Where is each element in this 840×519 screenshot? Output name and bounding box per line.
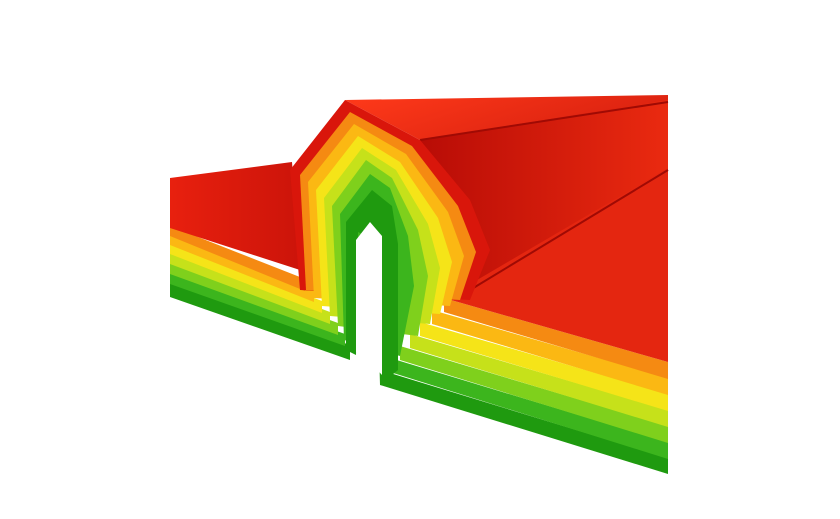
- stripe-dark-green-right: [380, 370, 668, 474]
- red-fold-line-1: [419, 101, 669, 141]
- stripe-light-green-left: [170, 262, 338, 335]
- stripe-light-green-right: [400, 346, 668, 443]
- stripe-green-left: [170, 272, 345, 346]
- stripe-yellow-green-right: [410, 334, 668, 427]
- red-fold-line-2: [469, 169, 669, 291]
- house-doorway: [356, 222, 382, 375]
- stripe-red-left: [170, 162, 300, 270]
- stripe-orange-left: [170, 226, 305, 291]
- stripe-light-orange-left: [170, 234, 314, 302]
- stripe-green-right: [390, 358, 668, 459]
- stripe-light-orange-right: [432, 310, 668, 395]
- left-stripe-group: [170, 162, 350, 360]
- house-layer-dark-green: [346, 190, 398, 385]
- stripe-orange-right: [444, 298, 668, 379]
- stripe-yellow-left: [170, 243, 322, 313]
- right-stripe-group: [380, 298, 668, 474]
- stripe-yellow-right: [420, 322, 668, 411]
- house-layers: [290, 100, 490, 385]
- red-front-panel: [444, 168, 668, 362]
- stripe-dark-green-left: [170, 282, 350, 360]
- stripe-yellow-green-left: [170, 252, 330, 324]
